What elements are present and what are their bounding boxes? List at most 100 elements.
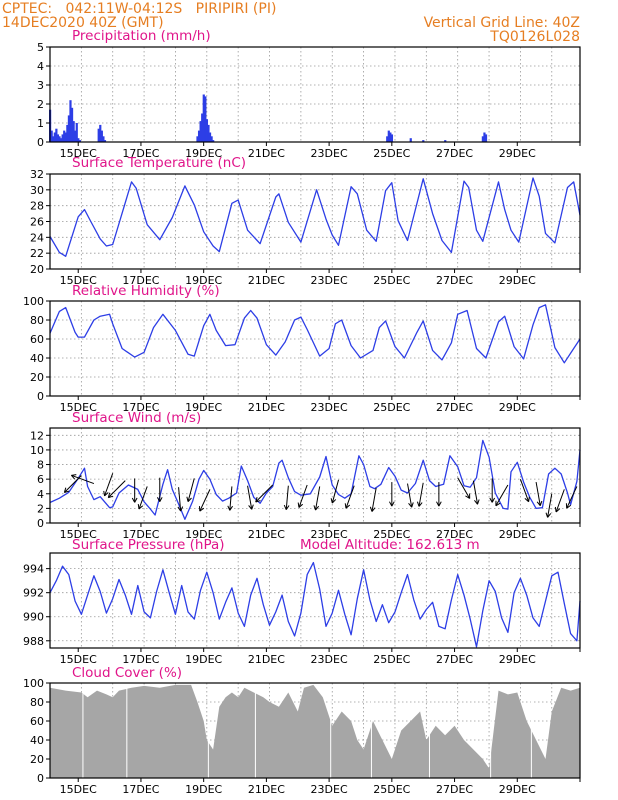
precip-bar — [59, 138, 63, 142]
wind-arrowhead — [438, 501, 442, 507]
x-tick-label: 19DEC — [185, 528, 222, 541]
y-tick-label: 3 — [37, 79, 44, 92]
wind-arrowhead — [369, 506, 373, 512]
panel-title: Surface Wind (m/s) — [72, 410, 201, 426]
panel-1: 20 22 24 26 28 30 32 15DEC 17DEC 19DEC 21DEC 23DEC 2… — [30, 155, 581, 287]
y-tick-label: 12 — [30, 429, 44, 442]
panel-frame — [49, 682, 581, 779]
x-tick-label: 15DEC — [60, 147, 97, 160]
wind-arrowhead — [465, 495, 470, 499]
wind-arrowhead — [371, 507, 376, 512]
x-tick-label: 15DEC — [60, 528, 97, 541]
wind-vector — [187, 478, 195, 502]
precip-bar — [207, 124, 210, 142]
panel-title: Relative Humidity (%) — [72, 283, 220, 299]
wind-arrowhead — [255, 500, 261, 503]
precip-bar — [197, 130, 201, 142]
panel-title: Cloud Cover (%) — [72, 665, 182, 681]
precip-bar — [386, 136, 389, 142]
precip-bar — [208, 132, 212, 142]
wind-arrowhead — [313, 505, 317, 511]
wind-arrowhead — [63, 487, 67, 493]
precip-bar — [74, 130, 77, 142]
x-tick-label: 17DEC — [122, 653, 159, 666]
wind-arrowhead — [495, 502, 501, 507]
precip-bar — [72, 121, 75, 142]
y-tick-label: 60 — [30, 715, 44, 728]
panel-subtitle: Model Altitude: 162.613 m — [300, 537, 480, 553]
wind-arrowhead — [248, 505, 253, 510]
y-tick-label: 20 — [30, 371, 44, 384]
precip-bar — [387, 130, 390, 142]
y-tick-label: 20 — [30, 263, 44, 276]
x-tick-label: 17DEC — [122, 401, 159, 414]
precip-bar — [58, 136, 61, 142]
panel-frame — [49, 46, 581, 143]
x-tick-label: 27DEC — [436, 783, 473, 796]
wind-vector — [472, 480, 479, 505]
panel-5: 0 20 40 60 80 100 15DEC 17DEC 19DEC 21DEC 23DEC 25D… — [23, 665, 581, 796]
wind-vector — [247, 485, 253, 510]
precip-bar — [481, 136, 484, 142]
precip-bar — [444, 140, 447, 142]
wind-arrowhead — [103, 490, 106, 496]
series-line — [49, 439, 581, 520]
x-tick-label: 21DEC — [248, 653, 285, 666]
precip-bar — [212, 140, 215, 142]
x-tick-label: 15DEC — [60, 653, 97, 666]
x-tick-label: 29DEC — [499, 653, 536, 666]
y-tick-label: 22 — [30, 247, 44, 260]
x-tick-label: 15DEC — [60, 274, 97, 287]
wind-arrowhead — [408, 502, 413, 508]
wind-arrowhead — [411, 502, 414, 508]
y-tick-label: 28 — [30, 200, 44, 213]
wind-arrowhead — [187, 497, 192, 502]
precip-bar — [103, 140, 107, 142]
wind-vector — [71, 474, 95, 485]
series-line — [49, 561, 581, 648]
wind-arrowhead — [547, 513, 552, 518]
x-tick-label: 19DEC — [185, 401, 222, 414]
series-line — [49, 177, 581, 257]
precip-bar — [210, 136, 213, 142]
wind-arrowhead — [255, 497, 258, 503]
wind-arrowhead — [108, 495, 114, 499]
precip-bar — [67, 115, 71, 142]
series-line — [49, 304, 581, 364]
wind-arrowhead — [186, 496, 189, 502]
wind-arrowhead — [474, 500, 478, 505]
wind-arrowhead — [156, 497, 161, 502]
wind-arrowhead — [159, 497, 163, 502]
wind-arrowhead — [536, 501, 541, 507]
wind-arrowhead — [251, 504, 254, 510]
wind-arrowhead — [330, 498, 333, 504]
precip-bar — [78, 140, 81, 142]
wind-arrowhead — [566, 504, 572, 509]
wind-arrowhead — [489, 497, 493, 503]
x-tick-label: 21DEC — [248, 274, 285, 287]
wind-arrowhead — [297, 502, 300, 508]
x-tick-label: 27DEC — [436, 401, 473, 414]
wind-arrowhead — [388, 501, 393, 507]
wind-arrowhead — [331, 499, 337, 504]
x-tick-label: 25DEC — [373, 274, 410, 287]
x-tick-label: 23DEC — [311, 401, 348, 414]
y-tick-label: 0 — [37, 390, 44, 403]
wind-vector — [298, 484, 308, 508]
y-tick-label: 40 — [30, 352, 44, 365]
wind-arrowhead — [229, 505, 233, 511]
y-tick-label: 100 — [23, 295, 44, 308]
x-tick-label: 15DEC — [60, 783, 97, 796]
y-tick-label: 80 — [30, 314, 44, 327]
wind-arrowhead — [344, 503, 347, 509]
header-model-code: TQ0126L028 — [490, 29, 580, 45]
x-tick-label: 27DEC — [436, 147, 473, 160]
x-tick-label: 29DEC — [499, 401, 536, 414]
panel-2: 0 20 40 60 80 100 15DEC 17DEC 19DEC 21DEC 23DEC 25D… — [23, 283, 581, 414]
y-tick-label: 20 — [30, 753, 44, 766]
wind-vector — [104, 473, 114, 497]
precip-bar — [196, 136, 199, 142]
wind-vector — [229, 486, 233, 511]
precip-bar — [77, 138, 80, 142]
